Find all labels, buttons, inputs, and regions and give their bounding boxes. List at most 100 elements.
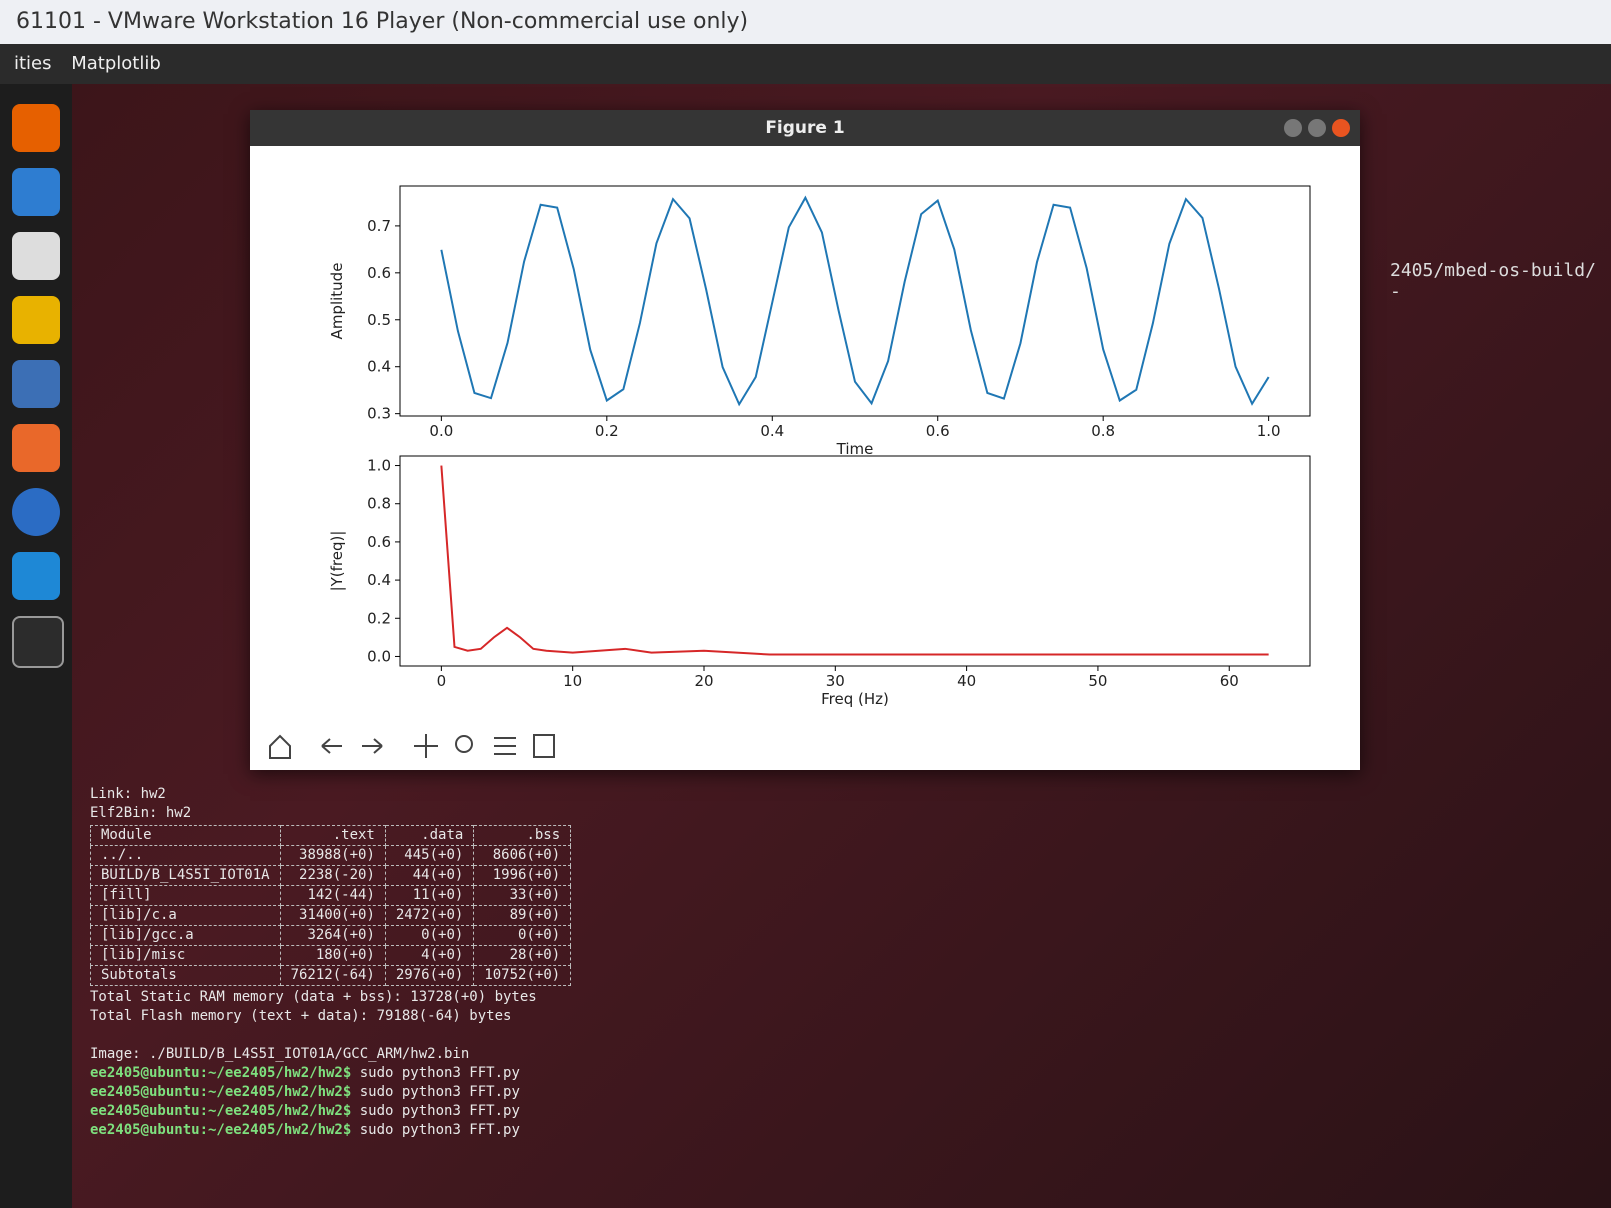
command: sudo python3 FFT.py bbox=[359, 1103, 520, 1119]
table-cell: ../.. bbox=[90, 845, 281, 866]
table-cell: 28(+0) bbox=[473, 945, 572, 966]
terminal-line: Total Static RAM memory (data + bss): 13… bbox=[90, 989, 537, 1005]
chart: 0.0 0.2 0.4 0.6 0.8 1.0 0.3 0.4 0.5 0.6 0.7 Time Amp… bbox=[250, 146, 1360, 770]
save-button[interactable] bbox=[533, 734, 555, 758]
terminal-line: Image: ./BUILD/B_L4S5I_IOT01A/GCC_ARM/hw… bbox=[90, 1046, 470, 1062]
figure-window: Figure 1 0.0 0.2 0.4 0.6 0.8 1.0 0.3 0.4 0.5 0.6 0… bbox=[250, 110, 1360, 770]
x-tick-label: 40 bbox=[957, 672, 976, 690]
rhythmbox-icon[interactable] bbox=[12, 296, 60, 344]
table-row: [lib]/gcc.a 3264(+0) 0(+0) 0(+0) bbox=[90, 925, 572, 946]
figure-canvas bbox=[250, 146, 1360, 770]
table-cell: 76212(-64) bbox=[279, 965, 386, 986]
column-header: .data bbox=[384, 825, 475, 846]
configure-button[interactable] bbox=[494, 737, 516, 755]
software-icon[interactable] bbox=[12, 424, 60, 472]
y-tick-label: 0.0 bbox=[367, 647, 391, 665]
back-button[interactable] bbox=[321, 738, 342, 754]
toolbar bbox=[269, 734, 555, 759]
prompt: ee2405@ubuntu:~/ee2405/hw2/hw2$ bbox=[90, 1122, 352, 1138]
prompt-line: ee2405@ubuntu:~/ee2405/hw2/hw2$ sudo pyt… bbox=[90, 1064, 1190, 1083]
y-tick-label: 1.0 bbox=[367, 457, 391, 475]
files-icon[interactable] bbox=[12, 232, 60, 280]
vscode-icon[interactable] bbox=[12, 552, 60, 600]
table-cell: 38988(+0) bbox=[279, 845, 386, 866]
prompt: ee2405@ubuntu:~/ee2405/hw2/hw2$ bbox=[90, 1084, 352, 1100]
x-tick-label: 30 bbox=[826, 672, 845, 690]
x-tick-label: 1.0 bbox=[1257, 422, 1281, 440]
table-row: [fill] 142(-44) 11(+0) 33(+0) bbox=[90, 885, 572, 906]
module-table: Module .text .data .bss ../.. 38988(+0) 445(+0… bbox=[90, 825, 572, 986]
y-tick-label: 0.5 bbox=[367, 311, 391, 329]
maximize-button[interactable] bbox=[1308, 119, 1326, 137]
close-button[interactable] bbox=[1332, 119, 1350, 137]
y-tick-label: 0.6 bbox=[367, 533, 391, 551]
home-button[interactable] bbox=[269, 734, 291, 759]
menu-bar: ities Matplotlib bbox=[0, 44, 1611, 84]
table-cell: 2472(+0) bbox=[384, 905, 475, 926]
y-axis-label: Amplitude bbox=[328, 263, 346, 340]
x-tick-label: 0.8 bbox=[1091, 422, 1115, 440]
forward-button[interactable] bbox=[362, 738, 383, 754]
thunderbird-icon[interactable] bbox=[12, 168, 60, 216]
menu-label: ities bbox=[14, 53, 52, 74]
table-cell: 11(+0) bbox=[384, 885, 475, 906]
y-tick-label: 0.6 bbox=[367, 264, 391, 282]
table-row: [lib]/misc 180(+0) 4(+0) 28(+0) bbox=[90, 945, 572, 966]
x-tick-label: 0.4 bbox=[760, 422, 784, 440]
dock bbox=[0, 84, 72, 1208]
table-cell: 89(+0) bbox=[473, 905, 572, 926]
table-cell: 2238(-20) bbox=[279, 865, 386, 886]
firefox-icon[interactable] bbox=[12, 104, 60, 152]
table-cell: 142(-44) bbox=[279, 885, 386, 906]
table-cell: 0(+0) bbox=[473, 925, 572, 946]
command: sudo python3 FFT.py bbox=[359, 1122, 520, 1138]
x-axis-label: Time bbox=[836, 440, 874, 458]
axes-frame bbox=[399, 185, 1311, 417]
table-cell: 1996(+0) bbox=[473, 865, 572, 886]
terminal-line: Total Flash memory (text + data): 79188(… bbox=[90, 1008, 512, 1024]
x-tick-label: 0.2 bbox=[595, 422, 619, 440]
table-cell: 10752(+0) bbox=[473, 965, 572, 986]
y-axis-label: |Y(freq)| bbox=[328, 531, 346, 592]
x-tick-label: 0.0 bbox=[429, 422, 453, 440]
prompt: ee2405@ubuntu:~/ee2405/hw2/hw2$ bbox=[90, 1065, 352, 1081]
terminal-line: Link: hw2 bbox=[90, 786, 166, 802]
table-cell: 0(+0) bbox=[384, 925, 475, 946]
table-row: ../.. 38988(+0) 445(+0) 8606(+0) bbox=[90, 845, 572, 866]
figure-header: Figure 1 bbox=[250, 110, 1360, 146]
x-tick-label: 0.6 bbox=[926, 422, 950, 440]
prompt-line: ee2405@ubuntu:~/ee2405/hw2/hw2$ sudo pyt… bbox=[90, 1121, 1190, 1140]
table-cell: BUILD/B_L4S5I_IOT01A bbox=[90, 865, 281, 886]
help-icon[interactable] bbox=[12, 488, 60, 536]
table-cell: [lib]/gcc.a bbox=[90, 925, 281, 946]
figure-title: Figure 1 bbox=[765, 118, 845, 138]
table-row: [lib]/c.a 31400(+0) 2472(+0) 89(+0) bbox=[90, 905, 572, 926]
terminal-icon[interactable] bbox=[12, 616, 64, 668]
writer-icon[interactable] bbox=[12, 360, 60, 408]
table-cell: 180(+0) bbox=[279, 945, 386, 966]
minimize-button[interactable] bbox=[1284, 119, 1302, 137]
table-cell: 31400(+0) bbox=[279, 905, 386, 926]
menu-item[interactable]: Matplotlib bbox=[71, 53, 161, 74]
column-header: .text bbox=[279, 825, 386, 846]
prompt-line: ee2405@ubuntu:~/ee2405/hw2/hw2$ sudo pyt… bbox=[90, 1102, 1190, 1121]
x-tick-label: 50 bbox=[1088, 672, 1107, 690]
terminal-line bbox=[90, 1026, 1190, 1045]
table-cell: 3264(+0) bbox=[279, 925, 386, 946]
table-row: BUILD/B_L4S5I_IOT01A 2238(-20) 44(+0) 1996(… bbox=[90, 865, 572, 886]
table-cell: 33(+0) bbox=[473, 885, 572, 906]
y-tick-label: 0.8 bbox=[367, 495, 391, 513]
y-tick-label: 0.2 bbox=[367, 609, 391, 627]
y-tick-label: 0.4 bbox=[367, 571, 391, 589]
pan-button[interactable] bbox=[414, 734, 438, 758]
table-cell: 8606(+0) bbox=[473, 845, 572, 866]
table-cell: [fill] bbox=[90, 885, 281, 906]
zoom-button[interactable] bbox=[455, 735, 473, 753]
table-header: Module .text .data .bss bbox=[90, 825, 572, 846]
table-row: Subtotals 76212(-64) 2976(+0) 10752(+0) bbox=[90, 965, 572, 986]
y-tick-label: 0.4 bbox=[367, 358, 391, 376]
y-tick-label: 0.3 bbox=[367, 405, 391, 423]
command: sudo python3 FFT.py bbox=[359, 1084, 520, 1100]
terminal-path: 2405/mbed-os-build/ - bbox=[1390, 260, 1596, 302]
